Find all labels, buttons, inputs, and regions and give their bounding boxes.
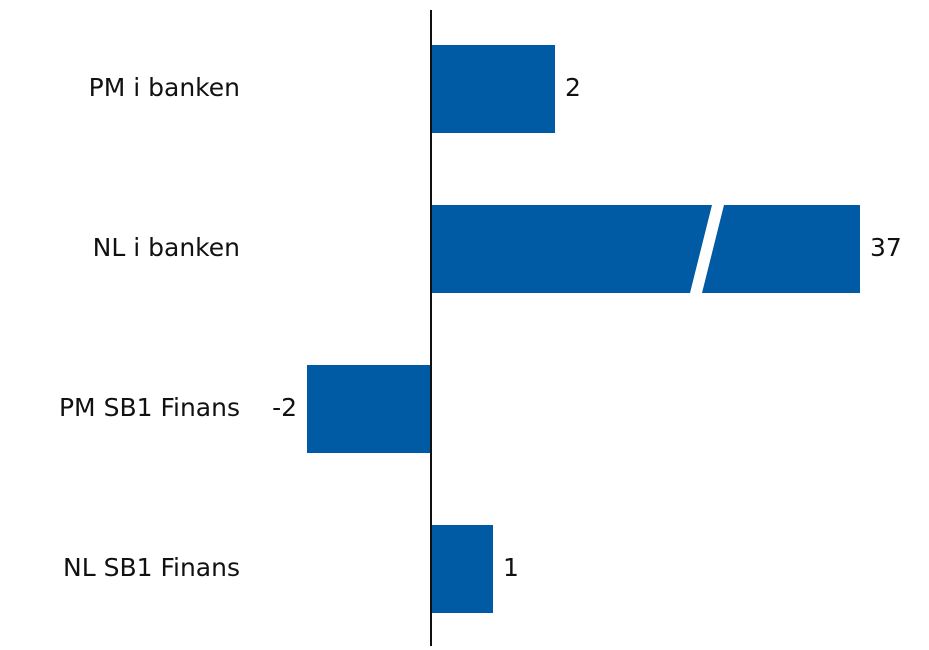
bar xyxy=(431,45,555,133)
category-label: PM SB1 Finans xyxy=(59,393,240,422)
value-label: 2 xyxy=(565,73,581,102)
category-label: PM i banken xyxy=(89,73,240,102)
value-label: 1 xyxy=(503,553,519,582)
bar xyxy=(431,205,860,293)
bar xyxy=(307,365,431,453)
value-label: -2 xyxy=(272,393,297,422)
bar xyxy=(431,525,493,613)
category-label: NL SB1 Finans xyxy=(63,553,240,582)
axis-break xyxy=(690,205,724,293)
category-label: NL i banken xyxy=(93,233,240,262)
value-label: 37 xyxy=(870,233,902,262)
